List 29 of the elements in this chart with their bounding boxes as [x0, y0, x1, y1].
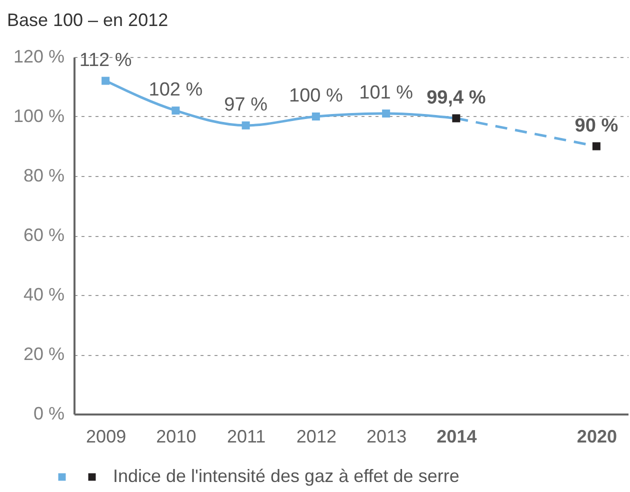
data-label: 102 % — [148, 80, 203, 101]
data-label: 100 % — [289, 86, 343, 106]
data-label: 90 % — [574, 115, 618, 136]
data-label: 101 % — [359, 82, 414, 104]
y-tick-label: 60 % — [23, 225, 64, 245]
y-tick-label: 40 % — [23, 284, 64, 304]
point — [102, 76, 110, 85]
data-label: 97 % — [224, 94, 268, 116]
point — [242, 121, 250, 130]
legend-label: Indice de l'intensité des gaz à effet de serre — [113, 466, 460, 486]
x-tick-label: 2020 — [576, 426, 617, 446]
y-tick-label: 100 % — [13, 106, 64, 126]
x-tick-label: 2013 — [366, 426, 407, 446]
chart-title: Base 100 – en 2012 — [6, 10, 168, 30]
y-tick-label: 20 % — [23, 344, 64, 364]
point — [592, 142, 600, 150]
x-tick-label: 2010 — [156, 426, 196, 446]
x-tick-label: 2011 — [226, 426, 266, 446]
data-label: 112 % — [79, 50, 132, 71]
y-tick-label: 80 % — [23, 166, 64, 186]
y-tick-label: 120 % — [13, 46, 64, 66]
point — [172, 106, 180, 115]
x-tick-label: 2012 — [296, 426, 336, 446]
y-tick-label: 0 % — [33, 404, 64, 424]
point — [312, 112, 320, 120]
point — [382, 110, 390, 118]
x-tick-label: 2014 — [436, 426, 477, 446]
data-label: 99,4 % — [426, 87, 486, 108]
x-tick-label: 2009 — [86, 426, 126, 446]
